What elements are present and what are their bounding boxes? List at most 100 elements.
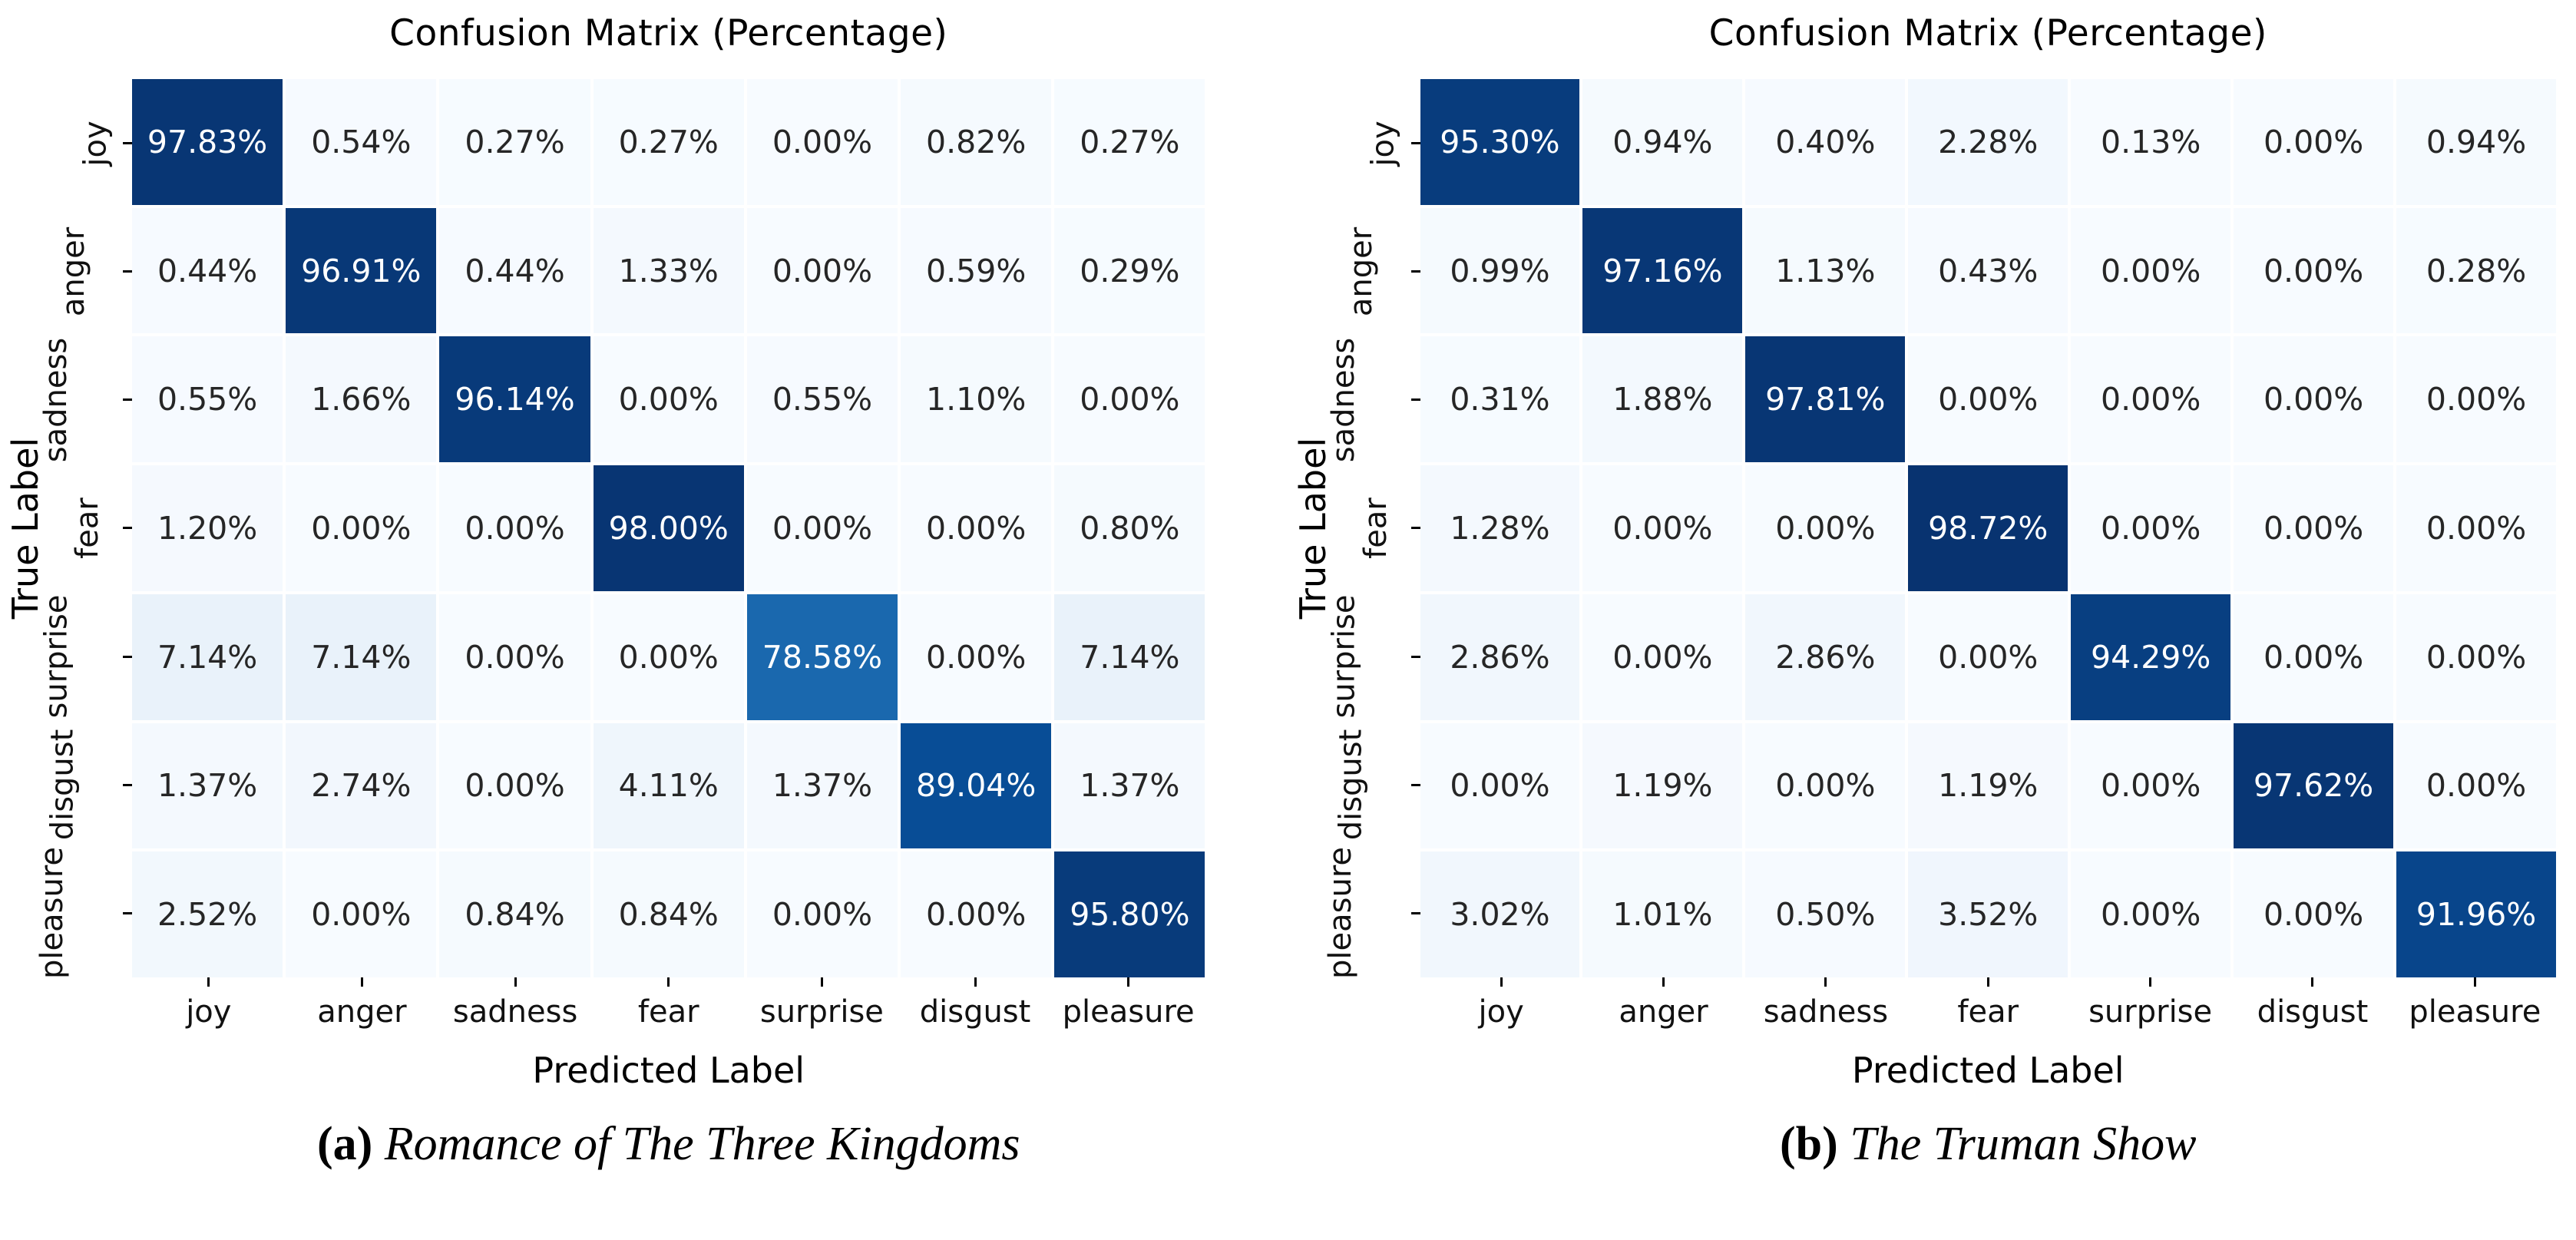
matrix-cell: 0.00% xyxy=(439,723,590,849)
matrix-cell: 0.00% xyxy=(2234,465,2394,591)
panel-b: Confusion Matrix (Percentage) True Label… xyxy=(1288,0,2576,1240)
x-tick-mark xyxy=(667,977,670,987)
matrix-cell: 1.10% xyxy=(901,336,1052,463)
x-tick-label: disgust xyxy=(919,994,1031,1030)
x-tick-label: joy xyxy=(1478,994,1524,1030)
x-tick-mark xyxy=(514,977,517,987)
matrix-cell: 0.00% xyxy=(2071,851,2231,977)
y-tick: sadness xyxy=(1326,336,1420,464)
matrix-cell: 89.04% xyxy=(901,723,1052,849)
matrix-cell: 0.00% xyxy=(2234,594,2394,720)
matrix-cell: 0.82% xyxy=(901,79,1052,205)
y-tick-label: pleasure xyxy=(1322,847,1358,980)
caption-text: The Truman Show xyxy=(1850,1118,2197,1170)
y-tick: fear xyxy=(51,464,132,592)
matrix-cell: 97.16% xyxy=(1582,207,1743,334)
matrix-cell: 0.00% xyxy=(593,336,744,463)
matrix-cell: 0.00% xyxy=(746,207,898,334)
matrix-cell: 0.80% xyxy=(1054,465,1205,591)
matrix-cell: 98.00% xyxy=(593,465,744,591)
matrix-cell: 0.00% xyxy=(1745,723,1906,849)
matrix-cell: 95.80% xyxy=(1054,851,1205,977)
y-tick-label: sadness xyxy=(1326,337,1362,463)
matrix-cell: 0.00% xyxy=(1582,594,1743,720)
y-tick-mark xyxy=(123,527,132,530)
y-tick-mark xyxy=(1410,270,1420,273)
matrix-cell: 0.44% xyxy=(132,207,283,334)
y-tick-label: disgust xyxy=(1333,729,1369,841)
x-tick-mark xyxy=(1986,977,1989,987)
matrix-cell: 0.84% xyxy=(439,851,590,977)
y-tick-mark xyxy=(123,398,132,402)
matrix-cell: 3.02% xyxy=(1420,851,1580,977)
matrix-cell: 1.88% xyxy=(1582,336,1743,463)
x-tick: anger xyxy=(286,977,439,1045)
matrix-cell: 0.00% xyxy=(901,851,1052,977)
subfigure-caption: (b) The Truman Show xyxy=(1420,1117,2557,1172)
matrix-cell: 0.00% xyxy=(1420,723,1580,849)
x-tick-label: pleasure xyxy=(2409,994,2541,1030)
matrix-cell: 3.52% xyxy=(1908,851,2068,977)
matrix-cell: 0.13% xyxy=(2071,79,2231,205)
x-tick-label: joy xyxy=(186,994,232,1030)
y-tick-label: anger xyxy=(1344,227,1380,316)
panel-a: Confusion Matrix (Percentage) True Label… xyxy=(0,12,1205,1172)
x-tick-label: fear xyxy=(637,994,699,1030)
x-tick-mark xyxy=(974,977,977,987)
x-tick-labels: joy anger sadness fear surprise disgust pleasu… xyxy=(132,977,1205,1045)
matrix-cell: 0.00% xyxy=(2396,723,2556,849)
matrix-cell: 0.59% xyxy=(901,207,1052,334)
matrix-cell: 2.86% xyxy=(1745,594,1906,720)
matrix-cell: 1.20% xyxy=(132,465,283,591)
matrix-cell: 97.62% xyxy=(2234,723,2394,849)
x-tick-labels: joy anger sadness fear surprise disgust pleasu… xyxy=(1420,977,2557,1045)
x-tick-label: pleasure xyxy=(1062,994,1195,1030)
y-tick-label: sadness xyxy=(38,337,74,463)
matrix-cell: 0.00% xyxy=(2071,207,2231,334)
matrix-cell: 0.27% xyxy=(439,79,590,205)
matrix-cell: 0.94% xyxy=(1582,79,1743,205)
y-axis-label-column: True Label xyxy=(1288,79,1339,977)
chart-title: Confusion Matrix (Percentage) xyxy=(1708,12,2267,55)
x-tick-mark xyxy=(1824,977,1827,987)
y-tick-mark xyxy=(123,270,132,273)
x-tick: pleasure xyxy=(1052,977,1205,1045)
y-tick-label: disgust xyxy=(45,729,81,841)
matrix-cell: 1.37% xyxy=(132,723,283,849)
y-tick-mark xyxy=(1410,398,1420,402)
y-tick: surprise xyxy=(1327,593,1420,721)
matrix-cell: 97.83% xyxy=(132,79,283,205)
x-tick: surprise xyxy=(2069,977,2231,1045)
y-tick: joy xyxy=(1339,79,1420,207)
x-tick: joy xyxy=(1420,977,1582,1045)
y-tick: disgust xyxy=(1333,721,1420,849)
axes-area: True Label joy anger sadness fear surprise di… xyxy=(0,79,1205,979)
matrix-cell: 98.72% xyxy=(1908,465,2068,591)
y-tick: fear xyxy=(1339,464,1420,592)
matrix-cell: 0.00% xyxy=(901,465,1052,591)
x-tick-label: fear xyxy=(1957,994,2019,1030)
matrix-cell: 7.14% xyxy=(132,594,283,720)
matrix-cell: 0.00% xyxy=(2234,336,2394,463)
matrix-cell: 1.19% xyxy=(1908,723,2068,849)
matrix-cell: 0.00% xyxy=(1908,594,2068,720)
matrix-cell: 1.33% xyxy=(593,207,744,334)
matrix-cell: 1.37% xyxy=(1054,723,1205,849)
y-tick-mark xyxy=(1410,142,1420,145)
matrix-cell: 96.91% xyxy=(286,207,437,334)
y-tick-mark xyxy=(123,142,132,145)
y-tick: pleasure xyxy=(35,847,132,979)
matrix-cell: 0.00% xyxy=(2071,723,2231,849)
matrix-cell: 1.37% xyxy=(746,723,898,849)
matrix-cell: 94.29% xyxy=(2071,594,2231,720)
x-tick: surprise xyxy=(746,977,899,1045)
y-tick-mark xyxy=(123,911,132,914)
subfigure-caption: (a) Romance of The Three Kingdoms xyxy=(132,1117,1205,1172)
y-tick-mark xyxy=(1410,655,1420,658)
matrix-cell: 1.13% xyxy=(1745,207,1906,334)
y-tick-label: surprise xyxy=(1326,594,1362,719)
matrix-cell: 0.50% xyxy=(1745,851,1906,977)
matrix-cell: 0.29% xyxy=(1054,207,1205,334)
y-tick-mark xyxy=(1410,911,1420,914)
